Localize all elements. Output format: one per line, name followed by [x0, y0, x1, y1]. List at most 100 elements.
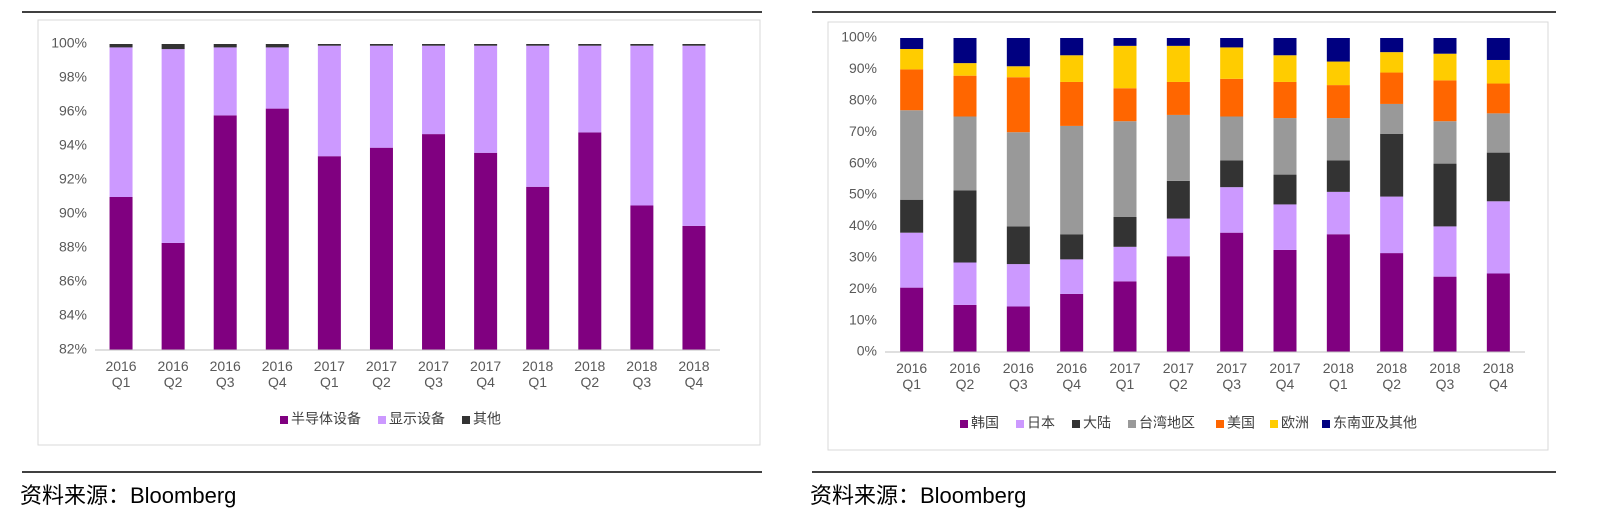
- bar-segment: [1433, 276, 1457, 352]
- bar-segment: [1433, 163, 1457, 227]
- y-tick-label: 96%: [59, 103, 87, 119]
- bar-segment: [1380, 103, 1404, 134]
- legend-label: 美国: [1227, 415, 1255, 431]
- bar-segment: [422, 44, 446, 46]
- y-tick-label: 90%: [849, 60, 877, 76]
- x-tick-label: 2017 Q4: [470, 358, 502, 390]
- bar-segment: [1486, 83, 1510, 114]
- bar-segment: [1380, 196, 1404, 254]
- y-tick-label: 60%: [849, 154, 877, 170]
- bar-segment: [900, 110, 924, 200]
- legend-swatch: [1270, 420, 1278, 428]
- bar-segment: [1113, 281, 1137, 352]
- bar-segment: [474, 45, 498, 153]
- bar-segment: [1486, 59, 1510, 84]
- x-tick-label: 2018 Q3: [626, 358, 658, 390]
- bar-segment: [1273, 38, 1297, 56]
- legend-swatch: [960, 420, 968, 428]
- x-tick-label: 2016 Q4: [261, 358, 293, 390]
- x-tick-label: 2016 Q2: [949, 360, 981, 392]
- bar-segment: [1220, 47, 1244, 79]
- x-tick-label: 2016 Q3: [209, 358, 241, 390]
- bar-segment: [1486, 152, 1510, 202]
- bar-segment: [161, 44, 185, 50]
- bar-segment: [1166, 180, 1190, 219]
- source: 资料来源：Bloomberg: [20, 483, 237, 508]
- bar-segment: [1326, 234, 1350, 352]
- bar-segment: [161, 242, 185, 350]
- bar-segment: [1113, 45, 1137, 89]
- legend-swatch: [378, 416, 386, 424]
- bar-segment: [682, 44, 706, 46]
- chart-frame: [827, 21, 1549, 451]
- bar-segment: [1006, 264, 1030, 307]
- x-tick-label: 2017 Q3: [417, 358, 450, 390]
- y-tick-label: 30%: [849, 249, 877, 265]
- x-tick-label: 2018 Q2: [1376, 360, 1408, 392]
- y-tick-label: 98%: [59, 69, 87, 85]
- bar-segment: [1380, 253, 1404, 352]
- y-tick-label: 84%: [59, 307, 87, 323]
- bar-segment: [109, 197, 133, 350]
- bar-segment: [1433, 226, 1457, 277]
- bar-segment: [213, 44, 237, 48]
- bar-segment: [1486, 38, 1510, 60]
- legend-label: 大陆: [1083, 415, 1111, 431]
- bar-segment: [953, 262, 977, 305]
- x-tick-label: 2017 Q2: [365, 358, 398, 390]
- legend-label: 日本: [1027, 415, 1055, 431]
- x-tick-label: 2017 Q1: [313, 358, 345, 390]
- bar-segment: [109, 47, 133, 198]
- bar-segment: [630, 45, 654, 206]
- bar-segment: [109, 44, 133, 48]
- bar-segment: [953, 75, 977, 117]
- legend-swatch: [280, 416, 288, 424]
- bar-segment: [1166, 218, 1190, 257]
- x-tick-label: 2016 Q2: [157, 358, 189, 390]
- bar-segment: [1220, 160, 1244, 188]
- bar-segment: [265, 108, 289, 350]
- bar-segment: [1380, 72, 1404, 104]
- bar-segment: [1113, 246, 1137, 282]
- bar-segment: [1380, 133, 1404, 197]
- x-tick-label: 2017 Q2: [1162, 360, 1194, 392]
- bar-segment: [369, 45, 393, 148]
- bar-segment: [1273, 81, 1297, 119]
- y-tick-label: 88%: [59, 239, 87, 255]
- y-tick-label: 82%: [59, 341, 87, 357]
- bar-segment: [1433, 38, 1457, 54]
- legend-swatch: [462, 416, 470, 424]
- bar-segment: [317, 44, 341, 46]
- bar-segment: [630, 205, 654, 350]
- bar-segment: [1060, 81, 1084, 126]
- x-tick-label: 2018 Q2: [574, 358, 606, 390]
- bar-segment: [1326, 191, 1350, 235]
- y-tick-label: 10%: [849, 311, 877, 327]
- source: 资料来源：Bloomberg: [810, 483, 1027, 508]
- bar-segment: [953, 63, 977, 76]
- x-tick-label: 2016 Q3: [1002, 360, 1034, 392]
- bar-segment: [1006, 306, 1030, 352]
- bar-segment: [900, 48, 924, 70]
- legend-label: 台湾地区: [1139, 415, 1195, 431]
- bar-segment: [1060, 259, 1084, 294]
- bar-segment: [161, 49, 185, 243]
- bar-segment: [1060, 125, 1084, 235]
- bar-segment: [474, 44, 498, 46]
- bar-segment: [682, 45, 706, 226]
- y-tick-label: 100%: [841, 29, 877, 45]
- y-tick-label: 20%: [849, 280, 877, 296]
- y-tick-label: 86%: [59, 273, 87, 289]
- bar-segment: [317, 156, 341, 350]
- bar-segment: [1486, 201, 1510, 274]
- bar-segment: [1060, 234, 1084, 260]
- bar-segment: [1006, 38, 1030, 67]
- bar-segment: [369, 44, 393, 46]
- bar-segment: [953, 38, 977, 64]
- bar-segment: [1433, 53, 1457, 81]
- bar-segment: [1380, 38, 1404, 53]
- y-tick-label: 94%: [59, 137, 87, 153]
- legend-swatch: [1216, 420, 1224, 428]
